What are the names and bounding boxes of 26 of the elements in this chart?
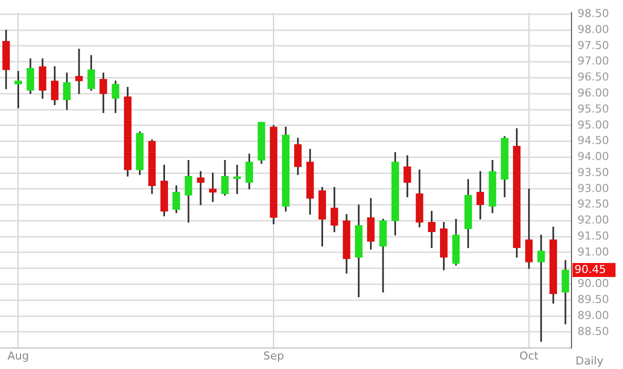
y-tick-label: 95.00	[578, 118, 610, 132]
y-tick-label: 89.00	[578, 308, 610, 322]
y-tick-label: 95.50	[578, 102, 610, 116]
y-tick-label: 96.50	[578, 70, 610, 84]
y-tick-label: 98.50	[578, 7, 610, 20]
text: Daily	[576, 354, 604, 368]
y-tick-label: 91.50	[578, 229, 610, 242]
x-tick-label: Aug	[7, 349, 29, 362]
candlestick	[75, 48, 83, 94]
y-tick-label: 97.50	[578, 38, 610, 52]
y-tick-label: 90.00	[578, 277, 610, 290]
x-tick-label: Sep	[263, 349, 284, 362]
y-tick-label: 93.50	[578, 166, 610, 179]
text: 90.45	[574, 262, 606, 276]
x-tick-label: Oct	[519, 349, 540, 362]
y-tick-label: 91.00	[578, 245, 610, 258]
y-tick-label: 94.50	[578, 134, 610, 148]
y-tick-label: 89.50	[578, 293, 610, 306]
y-tick-label: 92.50	[578, 198, 610, 211]
y-tick-label: 92.00	[578, 214, 610, 227]
y-tick-label: 97.00	[578, 54, 610, 68]
y-tick-label: 88.50	[578, 324, 610, 338]
y-tick-label: 93.00	[578, 182, 610, 195]
y-tick-label: 94.00	[578, 150, 610, 164]
y-tick-label: 96.00	[578, 86, 610, 100]
y-tick-label: 98.00	[578, 22, 610, 36]
